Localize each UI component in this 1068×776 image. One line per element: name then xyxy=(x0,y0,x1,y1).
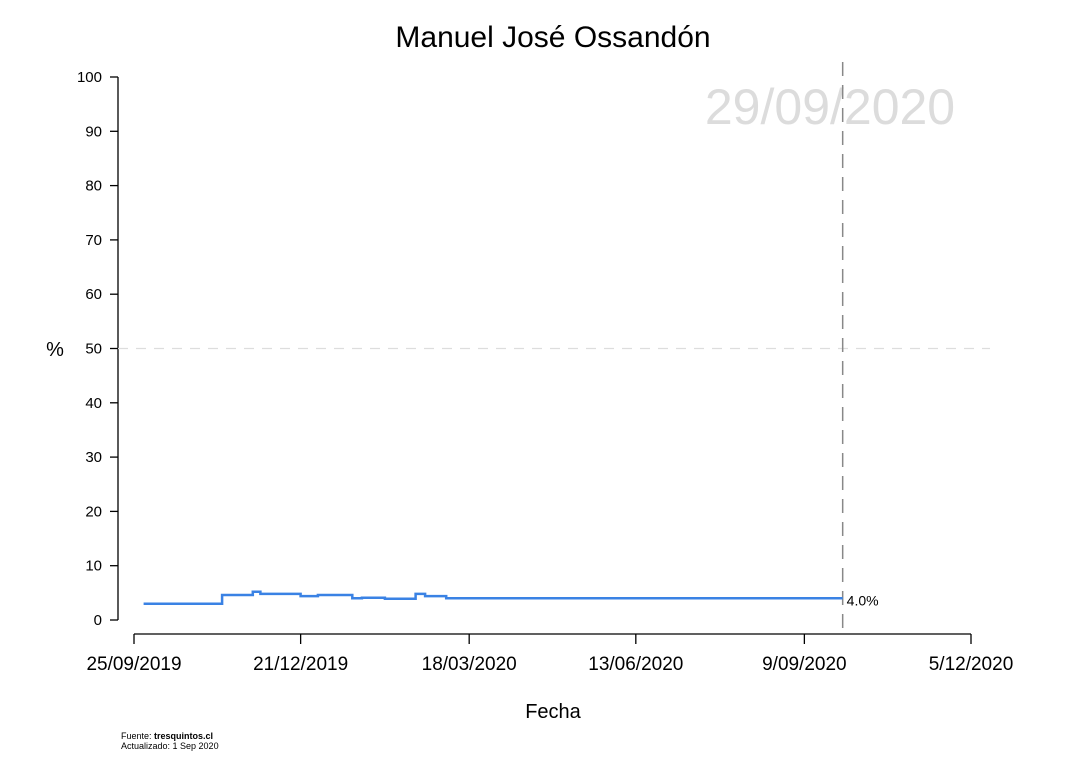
x-tick-label: 25/09/2019 xyxy=(86,654,181,675)
y-tick-label: 70 xyxy=(85,232,102,249)
x-tick-label: 5/12/2020 xyxy=(929,654,1014,675)
watermark-date: 29/09/2020 xyxy=(705,79,955,135)
y-tick-label: 20 xyxy=(85,503,102,520)
y-axis-label: % xyxy=(46,339,64,361)
series-line xyxy=(143,590,843,605)
y-tick-label: 30 xyxy=(85,449,102,466)
y-tick-label: 50 xyxy=(85,341,102,358)
end-value-label: 4.0% xyxy=(847,592,879,608)
x-tick-label: 9/09/2020 xyxy=(762,654,847,675)
updated-line: Actualizado: 1 Sep 2020 xyxy=(121,741,219,751)
y-tick-label: 90 xyxy=(85,123,102,140)
y-tick-label: 0 xyxy=(94,612,102,629)
y-tick-label: 100 xyxy=(77,69,102,86)
source-prefix: Fuente: xyxy=(121,731,155,741)
x-tick-label: 21/12/2019 xyxy=(253,654,348,675)
y-tick-label: 40 xyxy=(85,395,102,412)
source-line: Fuente: tresquintos.cl xyxy=(121,731,219,741)
y-tick-label: 10 xyxy=(85,558,102,575)
chart-footer: Fuente: tresquintos.cl Actualizado: 1 Se… xyxy=(121,731,219,751)
y-tick-label: 80 xyxy=(85,178,102,195)
y-tick-label: 60 xyxy=(85,286,102,303)
x-tick-label: 18/03/2020 xyxy=(422,654,517,675)
x-tick-label: 13/06/2020 xyxy=(588,654,683,675)
source-name: tresquintos.cl xyxy=(154,731,214,741)
chart-title: Manuel José Ossandón xyxy=(395,21,710,54)
x-axis-label: Fecha xyxy=(525,701,581,723)
